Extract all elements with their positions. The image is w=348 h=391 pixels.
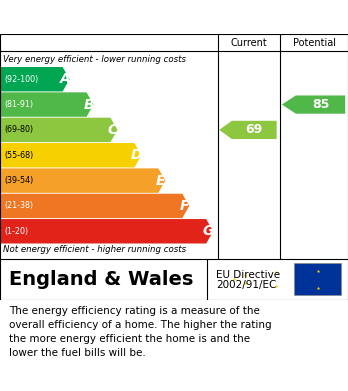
Text: G: G xyxy=(203,224,214,238)
Text: (69-80): (69-80) xyxy=(4,126,33,135)
Polygon shape xyxy=(0,194,189,218)
Text: B: B xyxy=(84,98,94,111)
Text: Energy Efficiency Rating: Energy Efficiency Rating xyxy=(9,9,238,27)
Text: 69: 69 xyxy=(246,124,263,136)
Polygon shape xyxy=(282,95,345,114)
Text: A: A xyxy=(60,72,70,86)
Text: The energy efficiency rating is a measure of the
overall efficiency of a home. T: The energy efficiency rating is a measur… xyxy=(9,306,271,358)
Text: (21-38): (21-38) xyxy=(4,201,33,210)
Text: E: E xyxy=(156,174,166,188)
Bar xyxy=(294,263,341,296)
Polygon shape xyxy=(0,169,165,193)
Polygon shape xyxy=(0,143,141,167)
Text: F: F xyxy=(180,199,189,213)
Text: (1-20): (1-20) xyxy=(4,227,28,236)
Text: (81-91): (81-91) xyxy=(4,100,33,109)
Text: England & Wales: England & Wales xyxy=(9,270,193,289)
Polygon shape xyxy=(219,121,277,139)
Polygon shape xyxy=(0,118,118,142)
Text: D: D xyxy=(131,148,143,162)
Polygon shape xyxy=(0,219,213,244)
Polygon shape xyxy=(0,67,70,91)
Text: C: C xyxy=(108,123,118,137)
Polygon shape xyxy=(0,92,94,117)
Text: (92-100): (92-100) xyxy=(4,75,38,84)
Text: Current: Current xyxy=(230,38,267,48)
Text: (39-54): (39-54) xyxy=(4,176,33,185)
Text: 85: 85 xyxy=(312,98,329,111)
Text: 2002/91/EC: 2002/91/EC xyxy=(216,280,276,291)
Text: EU Directive: EU Directive xyxy=(216,269,280,280)
Text: Not energy efficient - higher running costs: Not energy efficient - higher running co… xyxy=(3,245,187,254)
Text: (55-68): (55-68) xyxy=(4,151,33,160)
Text: Very energy efficient - lower running costs: Very energy efficient - lower running co… xyxy=(3,55,187,64)
Text: Potential: Potential xyxy=(293,38,335,48)
